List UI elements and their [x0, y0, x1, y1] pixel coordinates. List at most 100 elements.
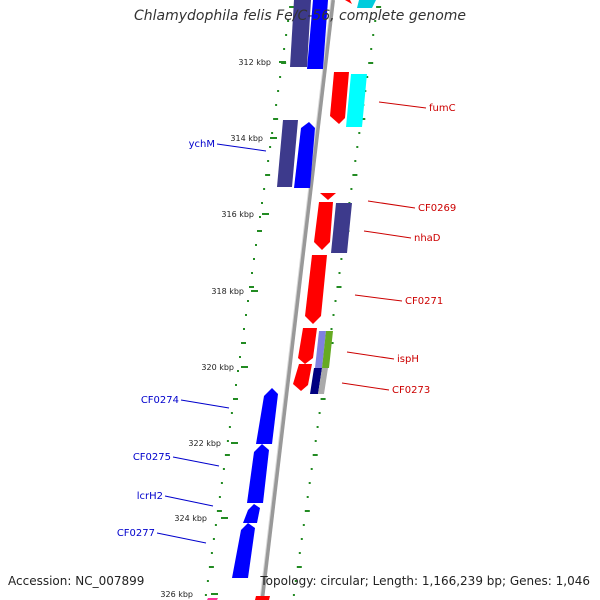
accession-text: Accession: NC_007899 [8, 574, 145, 588]
gc-dot [283, 48, 286, 50]
gc-dot [285, 34, 288, 36]
gene-feature[interactable] [305, 255, 327, 324]
gene-label-CF0271[interactable]: CF0271 [405, 296, 443, 307]
gene-feature[interactable] [357, 0, 376, 8]
genome-backbone [260, 0, 335, 600]
gene-label-CF0275[interactable]: CF0275 [133, 452, 171, 463]
gc-dot [249, 286, 254, 288]
gene-feature[interactable] [290, 0, 311, 67]
gc-dot [233, 398, 238, 400]
gene-label-fumC[interactable]: fumC [429, 103, 456, 114]
gc-dot [265, 174, 271, 176]
gene-feature[interactable] [294, 122, 315, 188]
gc-dot [263, 188, 266, 190]
gene-feature[interactable] [322, 331, 333, 368]
gc-dot [360, 118, 366, 120]
scale-label: 318 kbp [211, 287, 244, 296]
gc-dot [292, 594, 295, 596]
gene-feature[interactable] [298, 328, 317, 364]
gc-dot [376, 6, 382, 8]
gene-feature[interactable] [330, 72, 349, 124]
gc-dot [298, 552, 301, 554]
gc-dot [356, 146, 359, 148]
gene-feature[interactable] [243, 504, 260, 523]
gc-dot [255, 244, 257, 246]
gene-label-CF0274[interactable]: CF0274 [141, 395, 179, 406]
gc-dot [314, 440, 317, 442]
gc-dot [368, 62, 374, 64]
gene-label-ispH[interactable]: ispH [397, 354, 419, 365]
gc-dot [273, 118, 279, 120]
gc-dot [310, 468, 313, 470]
gene-label-CF0277[interactable]: CF0277 [117, 528, 155, 539]
scale-label: 320 kbp [201, 363, 234, 372]
gc-dot [239, 356, 241, 358]
gc-dot [228, 426, 231, 428]
gc-dot [370, 48, 373, 50]
gene-feature[interactable] [346, 74, 367, 127]
gc-dot [294, 580, 297, 582]
gene-feature[interactable] [320, 193, 336, 200]
gc-dot [224, 454, 230, 456]
gc-dot [372, 34, 375, 36]
gc-dot [241, 342, 246, 344]
gc-dot [277, 90, 280, 92]
gc-dot [216, 510, 222, 512]
gc-dot [354, 160, 357, 162]
gene-feature[interactable] [277, 120, 298, 187]
gc-dot [269, 146, 272, 148]
gc-dot [275, 104, 278, 106]
gc-dot [251, 272, 253, 274]
gene-label-CF0269[interactable]: CF0269 [418, 203, 456, 214]
gc-dot [318, 412, 321, 414]
gc-dot [358, 132, 361, 134]
scale-label: 326 kbp [160, 590, 193, 599]
reverse-gene-track [207, 0, 376, 600]
genome-stats-text: Topology: circular; Length: 1,166,239 bp… [260, 574, 590, 588]
gene-label-ychM[interactable]: ychM [189, 139, 215, 150]
gc-dot [302, 524, 305, 526]
gene-feature[interactable] [318, 368, 328, 394]
gc-skew-track-left [204, 6, 295, 596]
gc-dot [316, 426, 319, 428]
gene-feature[interactable] [255, 596, 270, 600]
gc-dot [340, 258, 343, 260]
gene-label-nhaD[interactable]: nhaD [414, 233, 441, 244]
gene-label-CF0273[interactable]: CF0273 [392, 385, 430, 396]
gene-feature[interactable] [232, 523, 255, 578]
gene-feature[interactable] [256, 388, 278, 444]
gc-dot [271, 132, 274, 134]
gc-dot [267, 160, 270, 162]
gc-dot [218, 496, 221, 498]
gene-feature[interactable] [315, 331, 326, 368]
gc-dot [210, 552, 213, 554]
gene-feature[interactable] [307, 0, 328, 69]
gc-dot [287, 20, 290, 22]
gene-feature[interactable] [314, 202, 333, 250]
gc-dot [330, 328, 333, 330]
gene-feature[interactable] [331, 203, 352, 253]
gc-dot [257, 230, 262, 232]
gc-dot [374, 20, 377, 22]
gc-dot [245, 314, 247, 316]
gc-dot [352, 174, 358, 176]
gc-dot [334, 300, 337, 302]
gc-dot [320, 398, 326, 400]
gene-feature[interactable] [345, 0, 352, 4]
scale-label: 324 kbp [174, 514, 207, 523]
gc-dot [208, 566, 214, 568]
gc-dot [308, 482, 311, 484]
gene-feature[interactable] [247, 444, 269, 503]
gene-feature[interactable] [293, 364, 312, 391]
gc-dot [338, 272, 341, 274]
gc-dot [366, 76, 369, 78]
scale-label: 314 kbp [230, 134, 263, 143]
gc-dot [336, 286, 342, 288]
map-title: Chlamydophila felis Fe/C-56, complete ge… [133, 8, 467, 24]
gc-dot [306, 496, 309, 498]
gc-dot [304, 510, 310, 512]
gc-dot [235, 384, 237, 386]
gene-label-lcrH2[interactable]: lcrH2 [137, 491, 163, 502]
